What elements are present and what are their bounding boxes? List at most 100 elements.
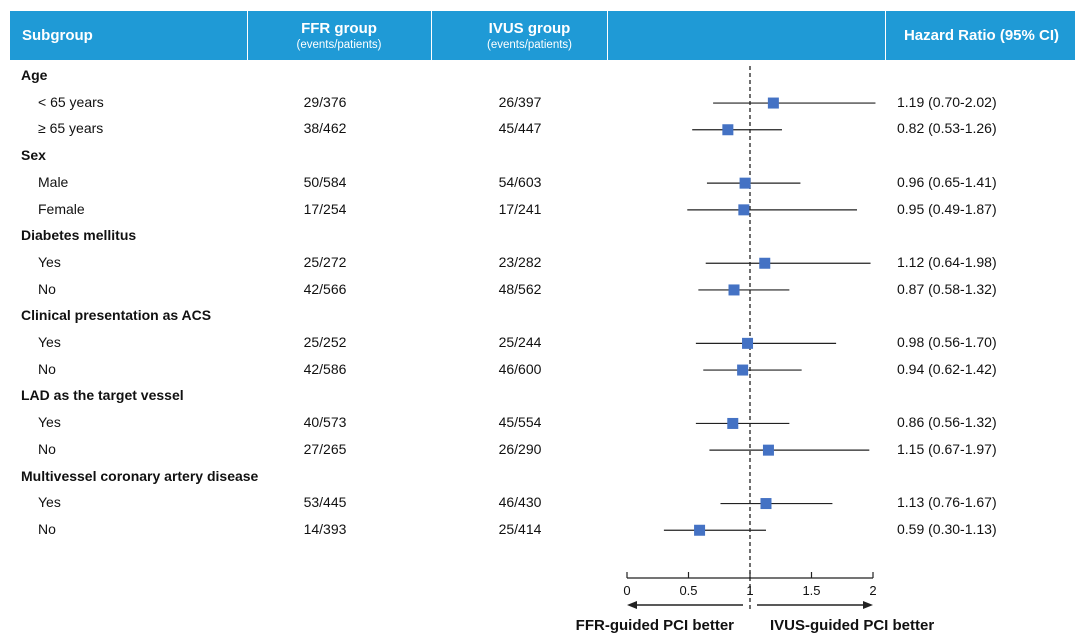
hazard-ratio-cell: 0.59 (0.30-1.13): [897, 520, 997, 537]
subgroup-label: Yes: [38, 253, 61, 270]
group-label: Sex: [21, 147, 46, 164]
header-subgroup-label: Subgroup: [22, 26, 93, 44]
group-label: Age: [21, 67, 48, 83]
hazard-ratio-marker: [727, 417, 739, 429]
header-ffr-group: FFR group (events/patients): [235, 11, 443, 60]
favours-ffr-label: FFR-guided PCI better: [576, 617, 734, 634]
ivus-events-cell: 45/447: [498, 120, 542, 137]
header-divider: [431, 11, 432, 60]
ffr-events-cell: 25/272: [303, 253, 347, 270]
subgroup-label: No: [38, 280, 56, 297]
ffr-events-cell: 53/445: [303, 494, 347, 511]
table-row: Female 17/254 17/241 0.95 (0.49-1.87): [0, 196, 1080, 222]
ffr-events-cell: 42/566: [303, 280, 347, 297]
ivus-events-cell: 46/600: [498, 360, 542, 377]
hazard-ratio-marker: [728, 284, 740, 296]
header-divider: [607, 11, 608, 60]
table-row: No 27/265 26/290 1.15 (0.67-1.97): [0, 436, 1080, 462]
table-row: Yes 25/272 23/282 1.12 (0.64-1.98): [0, 249, 1080, 275]
table-row: Male 50/584 54/603 0.96 (0.65-1.41): [0, 169, 1080, 195]
ivus-events-cell: 17/241: [498, 200, 542, 217]
hazard-ratio-cell: 0.86 (0.56-1.32): [897, 414, 997, 431]
hazard-ratio-cell: 1.19 (0.70-2.02): [897, 93, 997, 110]
hazard-ratio-marker: [739, 177, 751, 189]
x-tick-label: 1: [746, 583, 753, 598]
ffr-events-cell: 25/252: [303, 334, 347, 350]
ivus-events-cell: 45/554: [498, 414, 542, 431]
arrow-left-head: [627, 601, 637, 609]
hazard-ratio-cell: 0.82 (0.53-1.26): [897, 120, 997, 137]
group-label: Multivessel coronary artery disease: [21, 467, 259, 484]
subgroup-label: Male: [38, 173, 69, 190]
ffr-events-cell: 27/265: [303, 440, 347, 457]
header-ffr-subtitle: (events/patients): [296, 38, 382, 51]
header-hr-title: Hazard Ratio (95% CI): [903, 26, 1060, 44]
header-divider: [247, 11, 248, 60]
hazard-ratio-cell: 0.98 (0.56-1.70): [897, 334, 997, 350]
hazard-ratio-cell: 1.13 (0.76-1.67): [897, 494, 997, 511]
x-tick-label: 0: [623, 583, 630, 598]
header-ivus-subtitle: (events/patients): [486, 38, 572, 51]
group-label: LAD as the target vessel: [21, 387, 184, 404]
group-header-row: Diabetes mellitus: [0, 222, 1080, 248]
ffr-events-cell: 14/393: [303, 520, 347, 537]
subgroup-label: < 65 years: [38, 93, 104, 110]
ivus-events-cell: 46/430: [498, 494, 542, 511]
x-tick-label: 2: [869, 583, 876, 598]
ivus-events-cell: 26/397: [498, 93, 542, 110]
group-header-row: Sex: [0, 142, 1080, 168]
group-header-row: Age: [0, 62, 1080, 88]
hazard-ratio-marker: [767, 97, 779, 109]
group-label: Diabetes mellitus: [21, 227, 137, 244]
table-row: Yes 40/573 45/554 0.86 (0.56-1.32): [0, 409, 1080, 435]
header-subgroup: Subgroup: [22, 11, 222, 60]
group-header-row: Multivessel coronary artery disease: [0, 463, 1080, 489]
table-row: < 65 years 29/376 26/397 1.19 (0.70-2.02): [0, 89, 1080, 115]
table-row: Yes 25/252 25/244 0.98 (0.56-1.70): [0, 329, 1080, 355]
hazard-ratio-cell: 0.95 (0.49-1.87): [897, 200, 997, 217]
x-tick-label: 0.5: [679, 583, 697, 598]
group-header-row: Clinical presentation as ACS: [0, 302, 1080, 328]
table-row: No 42/586 46/600 0.94 (0.62-1.42): [0, 356, 1080, 382]
hazard-ratio-cell: 0.94 (0.62-1.42): [897, 360, 997, 377]
hazard-ratio-cell: 1.15 (0.67-1.97): [897, 440, 997, 457]
ffr-events-cell: 38/462: [303, 120, 347, 137]
ivus-events-cell: 23/282: [498, 253, 542, 270]
hazard-ratio-cell: 0.87 (0.58-1.32): [897, 280, 997, 297]
table-row: Yes 53/445 46/430 1.13 (0.76-1.67): [0, 489, 1080, 515]
ivus-events-cell: 54/603: [498, 173, 542, 190]
header-ivus-group: IVUS group (events/patients): [442, 11, 617, 60]
subgroup-label: No: [38, 520, 56, 537]
subgroup-label: Female: [38, 200, 85, 217]
hazard-ratio-marker: [722, 124, 734, 136]
ivus-events-cell: 25/414: [498, 520, 542, 537]
subgroup-label: Yes: [38, 334, 61, 350]
ivus-events-cell: 25/244: [498, 334, 542, 350]
hazard-ratio-marker: [762, 444, 774, 456]
hazard-ratio-cell: 1.12 (0.64-1.98): [897, 253, 997, 270]
table-row: No 42/566 48/562 0.87 (0.58-1.32): [0, 276, 1080, 302]
ffr-events-cell: 42/586: [303, 360, 347, 377]
hazard-ratio-marker: [742, 337, 754, 349]
hazard-ratio-marker: [737, 364, 749, 376]
subgroup-label: Yes: [38, 414, 61, 431]
header-divider: [885, 11, 886, 60]
hazard-ratio-marker: [694, 524, 706, 536]
favours-ivus-label: IVUS-guided PCI better: [770, 617, 934, 634]
group-header-row: LAD as the target vessel: [0, 382, 1080, 408]
subgroup-label: Yes: [38, 494, 61, 511]
header-hazard-ratio: Hazard Ratio (95% CI): [888, 11, 1075, 60]
x-tick-label: 1.5: [802, 583, 820, 598]
header-ffr-title: FFR group: [301, 19, 377, 37]
hazard-ratio-marker: [738, 204, 750, 216]
ffr-events-cell: 17/254: [303, 200, 347, 217]
ffr-events-cell: 50/584: [303, 173, 347, 190]
ffr-events-cell: 40/573: [303, 414, 347, 431]
table-header: Subgroup FFR group (events/patients) IVU…: [10, 11, 1075, 60]
arrow-right-head: [863, 601, 873, 609]
hazard-ratio-cell: 0.96 (0.65-1.41): [897, 173, 997, 190]
ivus-events-cell: 26/290: [498, 440, 542, 457]
subgroup-label: No: [38, 440, 56, 457]
ivus-events-cell: 48/562: [498, 280, 542, 297]
